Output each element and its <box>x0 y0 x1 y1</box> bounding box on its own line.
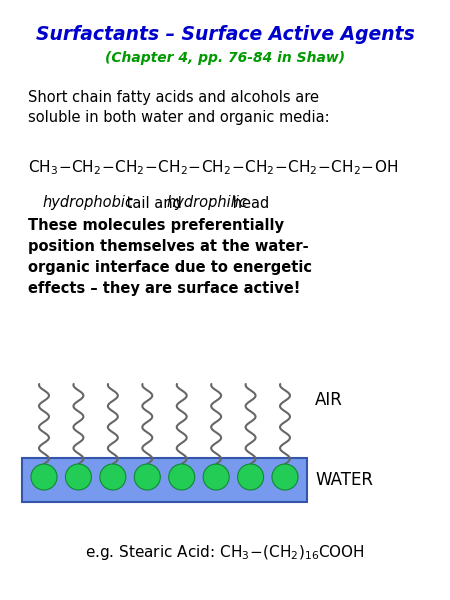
Text: (Chapter 4, pp. 76-84 in Shaw): (Chapter 4, pp. 76-84 in Shaw) <box>105 51 345 65</box>
Circle shape <box>203 464 229 490</box>
Bar <box>22 458 307 502</box>
Text: AIR: AIR <box>315 391 343 409</box>
Text: Short chain fatty acids and alcohols are
soluble in both water and organic media: Short chain fatty acids and alcohols are… <box>28 90 329 125</box>
Text: These molecules preferentially
position themselves at the water-
organic interfa: These molecules preferentially position … <box>28 218 312 296</box>
Text: hydrophobic: hydrophobic <box>42 196 133 211</box>
Circle shape <box>31 464 57 490</box>
Text: Surfactants – Surface Active Agents: Surfactants – Surface Active Agents <box>36 25 414 44</box>
Text: tail and: tail and <box>122 196 186 211</box>
Text: WATER: WATER <box>315 471 373 489</box>
Circle shape <box>272 464 298 490</box>
Text: hydrophilic: hydrophilic <box>166 196 247 211</box>
Circle shape <box>169 464 195 490</box>
Text: e.g. Stearic Acid: $\mathrm{CH_3\!-\!(CH_2)_{16}COOH}$: e.g. Stearic Acid: $\mathrm{CH_3\!-\!(CH… <box>85 544 365 563</box>
Circle shape <box>65 464 91 490</box>
Circle shape <box>100 464 126 490</box>
Text: $\mathrm{CH_3\!-\!CH_2\!-\!CH_2\!-\!CH_2\!-\!CH_2\!-\!CH_2\!-\!CH_2\!-\!CH_2\!-\: $\mathrm{CH_3\!-\!CH_2\!-\!CH_2\!-\!CH_2… <box>28 158 398 178</box>
Circle shape <box>238 464 264 490</box>
Text: head: head <box>228 196 269 211</box>
Circle shape <box>134 464 160 490</box>
